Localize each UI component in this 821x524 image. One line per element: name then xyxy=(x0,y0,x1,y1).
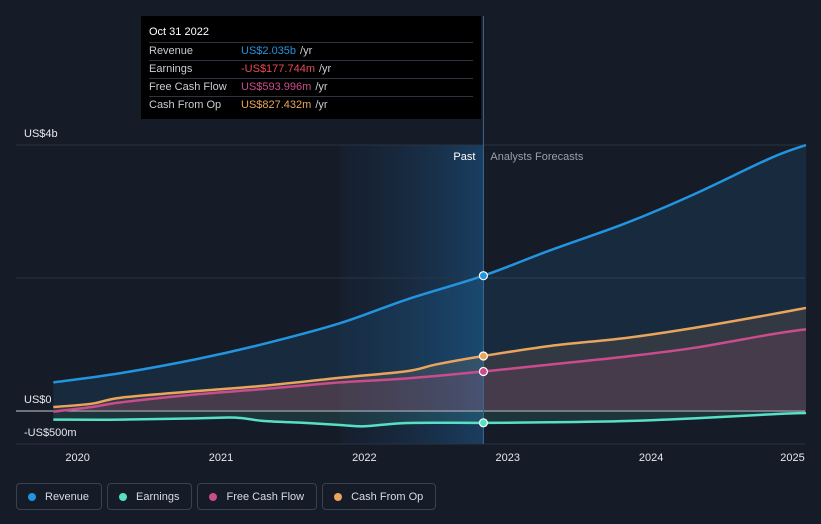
tooltip-label: Revenue xyxy=(149,45,194,57)
legend-dot-icon xyxy=(209,492,218,501)
legend-dot-icon xyxy=(334,492,343,501)
cash-from-op-line xyxy=(53,306,807,409)
x-tick-label: 2020 xyxy=(65,452,89,464)
past-label: Past xyxy=(453,151,475,163)
y-tick-label: -US$500m xyxy=(24,427,77,439)
forecast-label: Analysts Forecasts xyxy=(490,151,583,163)
tooltip-unit: /yr xyxy=(315,99,328,111)
revenue-line xyxy=(53,143,807,384)
chart-legend: Revenue Earnings Free Cash Flow Cash From O… xyxy=(16,483,437,510)
earnings-line xyxy=(53,411,807,428)
legend-item-earnings[interactable]: Earnings xyxy=(107,483,193,510)
legend-dot-icon xyxy=(28,492,36,501)
x-tick-label: 2024 xyxy=(639,452,663,464)
legend-label: Cash From Op xyxy=(351,490,424,503)
y-tick-label: US$4b xyxy=(24,128,58,140)
legend-item-revenue[interactable]: Revenue xyxy=(16,483,103,510)
cash-from-op-area xyxy=(53,307,806,411)
tooltip-row: Earnings -US$177.744m/yr xyxy=(149,60,473,78)
data-tooltip: Oct 31 2022 Revenue US$2.035b/yr Earnings -… xyxy=(141,16,481,119)
past-highlight-region xyxy=(340,145,484,444)
legend-label: Free Cash Flow xyxy=(226,490,305,503)
tooltip-value: -US$177.744m xyxy=(241,63,315,75)
tooltip-date: Oct 31 2022 xyxy=(149,26,209,38)
tooltip-label: Free Cash Flow xyxy=(149,81,227,93)
tooltip-value: US$593.996m xyxy=(241,81,312,93)
revenue-area xyxy=(53,145,806,411)
tooltip-label: Cash From Op xyxy=(149,99,222,111)
legend-dot-icon xyxy=(119,492,128,501)
legend-label: Revenue xyxy=(45,490,90,503)
x-tick-label: 2025 xyxy=(780,452,804,464)
y-tick-label: US$0 xyxy=(24,394,52,406)
tooltip-row: Cash From Op US$827.432m/yr xyxy=(149,96,473,114)
free-cash-flow-line xyxy=(53,327,807,413)
tooltip-unit: /yr xyxy=(319,63,332,75)
x-tick-label: 2021 xyxy=(209,452,233,464)
tooltip-row: Free Cash Flow US$593.996m/yr xyxy=(149,78,473,96)
tooltip-unit: /yr xyxy=(300,45,313,57)
tooltip-label: Earnings xyxy=(149,63,193,75)
tooltip-row: Revenue US$2.035b/yr xyxy=(149,42,473,60)
legend-item-cash-from-op[interactable]: Cash From Op xyxy=(322,483,437,510)
legend-item-free-cash-flow[interactable]: Free Cash Flow xyxy=(197,483,318,510)
x-tick-label: 2022 xyxy=(352,452,376,464)
tooltip-unit: /yr xyxy=(315,81,328,93)
tooltip-value: US$2.035b xyxy=(241,45,297,57)
earnings-area xyxy=(53,411,806,427)
revenue-marker xyxy=(478,271,489,281)
legend-label: Earnings xyxy=(136,490,180,503)
x-tick-label: 2023 xyxy=(496,452,520,464)
free-cash-flow-marker xyxy=(478,366,489,377)
tooltip-value: US$827.432m xyxy=(241,99,312,111)
earnings-marker xyxy=(478,418,489,428)
cash-from-op-marker xyxy=(478,351,489,361)
